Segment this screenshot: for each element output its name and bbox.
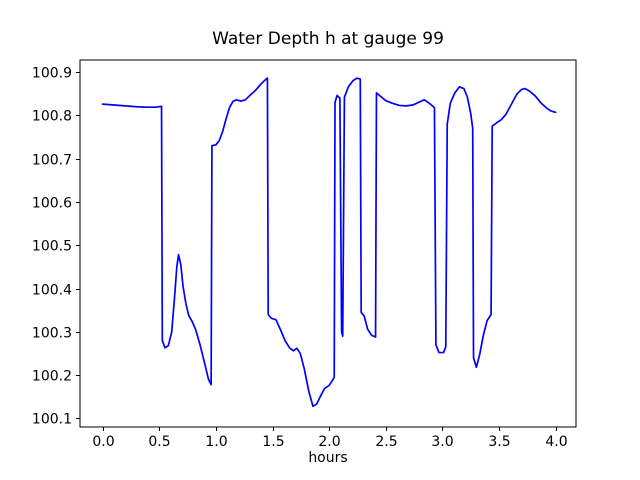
x-tick-label: 4.0 <box>545 434 567 450</box>
y-tick-label: 100.9 <box>32 66 72 82</box>
x-tick-label: 1.0 <box>205 434 227 450</box>
water-depth-line <box>101 77 557 408</box>
x-tick-label: 1.5 <box>262 434 284 450</box>
y-tick-label: 100.8 <box>32 109 72 125</box>
y-axis: 100.1 100.2 100.3 100.4 100.5 100.6 100.7 100.8… <box>32 66 80 428</box>
x-tick-label: 2.5 <box>375 434 397 450</box>
y-tick-label: 100.5 <box>32 239 72 255</box>
x-tick-label: 3.0 <box>431 434 453 450</box>
x-tick-label: 3.5 <box>488 434 510 450</box>
y-tick-label: 100.2 <box>32 369 72 385</box>
x-tick-label: 0.5 <box>148 434 170 450</box>
x-axis: 0.0 0.5 1.0 1.5 2.0 2.5 3.0 3.5 4.0 <box>92 427 568 450</box>
y-tick-label: 100.1 <box>32 412 72 428</box>
axes-background <box>80 60 576 427</box>
y-tick-label: 100.4 <box>32 283 72 299</box>
y-tick-label: 100.6 <box>32 196 72 212</box>
x-tick-label: 0.0 <box>92 434 114 450</box>
axes-frame <box>79 59 577 428</box>
x-axis-label: hours <box>308 450 348 466</box>
x-tick-label: 2.0 <box>318 434 340 450</box>
chart-title: Water Depth h at gauge 99 <box>212 29 444 49</box>
y-tick-label: 100.3 <box>32 326 72 342</box>
y-tick-label: 100.7 <box>32 153 72 169</box>
